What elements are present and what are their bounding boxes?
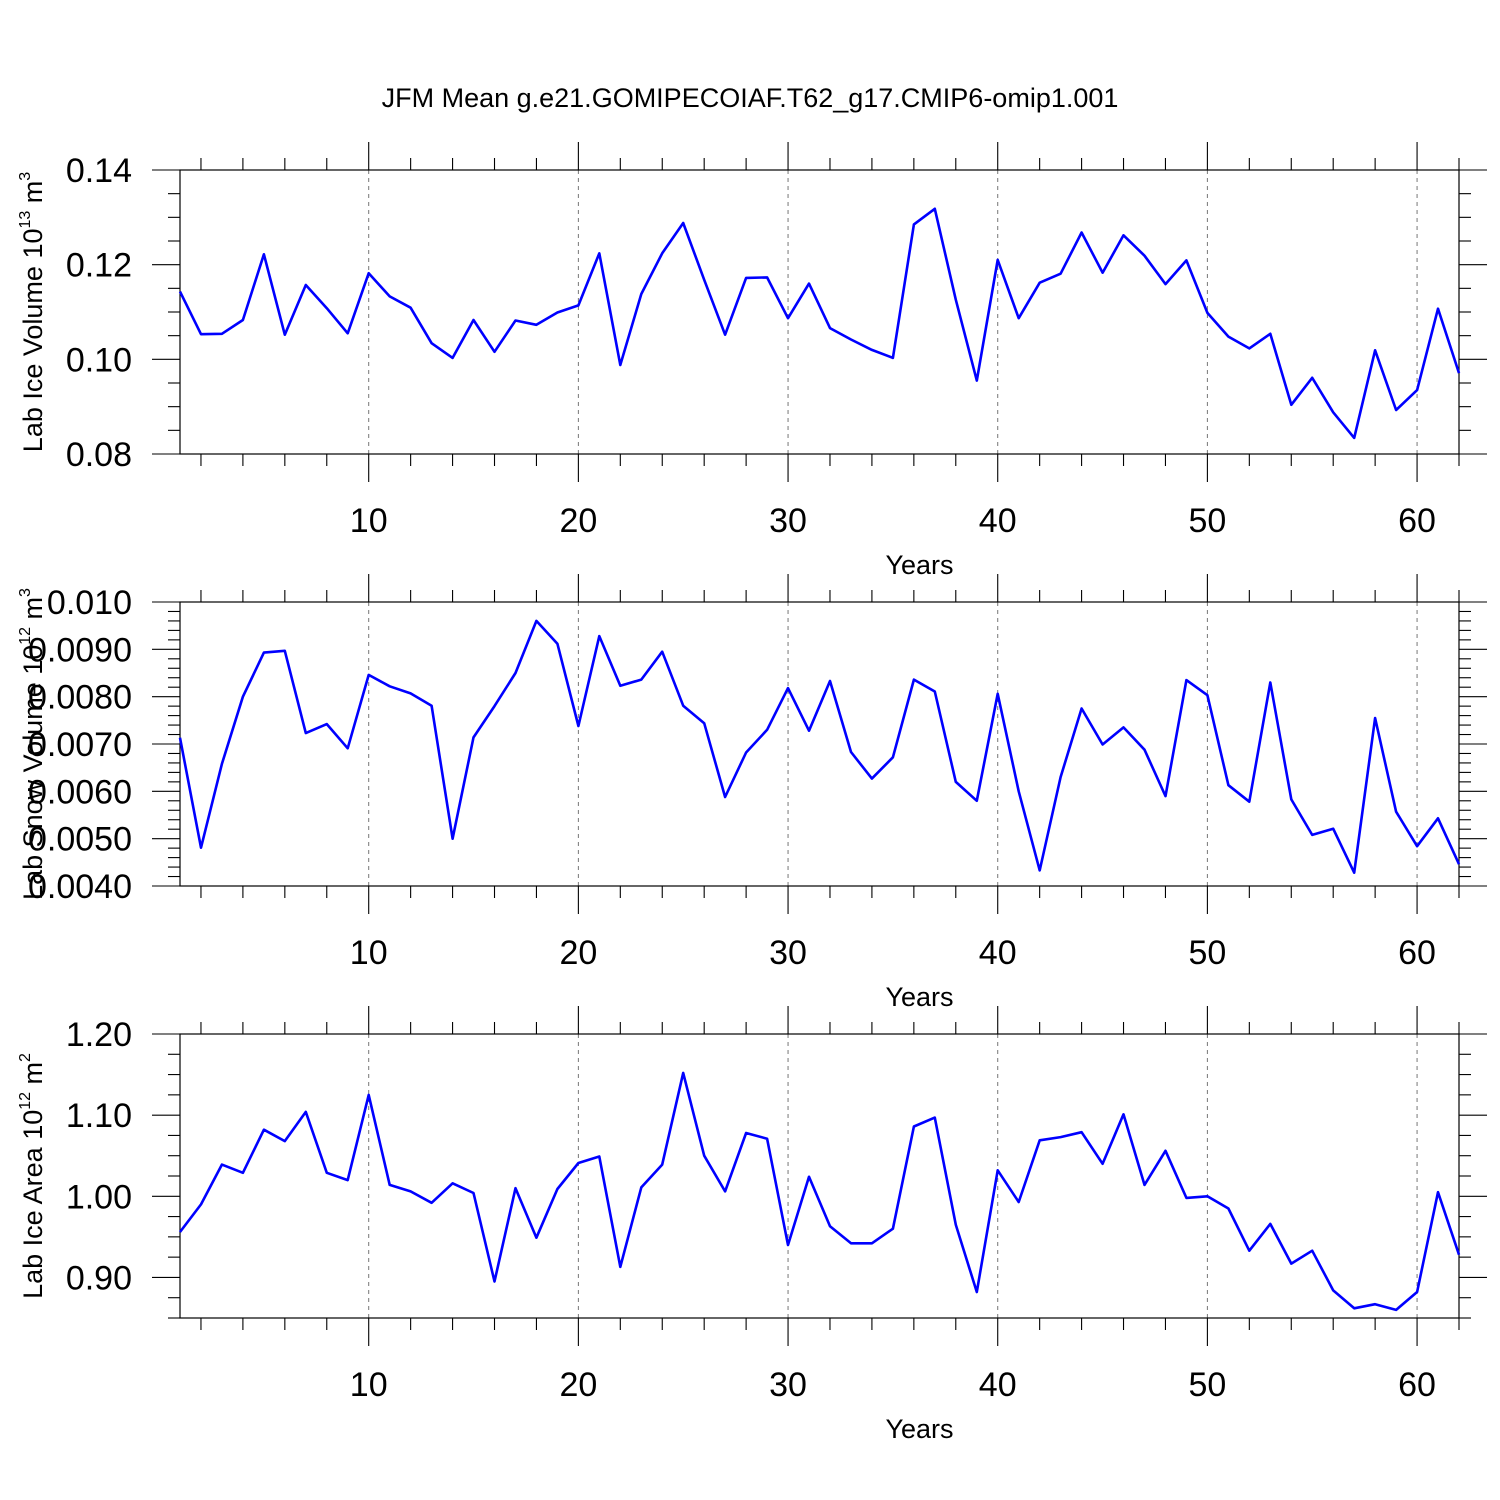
y-tick-label: 1.20 <box>66 1016 132 1054</box>
y-axis-title-text: Lab Snow Volume 10 <box>18 645 48 900</box>
y-axis-title-unit-exponent: 3 <box>17 588 34 597</box>
panel-2: 10 20 30 40 50 60 0.0040 0.0050 0.0060 0.0070 0.00… <box>17 574 1487 1012</box>
y-axis-title-text: Lab Ice Volume 10 <box>18 229 48 453</box>
y-tick-label: 0.12 <box>66 247 132 285</box>
x-tick-label: 10 <box>350 1366 388 1404</box>
x-tick-label: 50 <box>1188 1366 1226 1404</box>
x-tick-label: 30 <box>769 502 807 540</box>
y-axis-title-unit: m <box>18 181 48 211</box>
y-axis-title-text: Lab Ice Area 10 <box>18 1110 48 1299</box>
y-axis-title-exponent: 12 <box>17 627 34 645</box>
y-tick-label: 0.010 <box>47 584 132 622</box>
y-axis-title-unit-exponent: 3 <box>17 172 34 181</box>
y-axis-title-exponent: 12 <box>17 1092 34 1110</box>
series-line <box>178 207 1461 440</box>
panel-1: 10 20 30 40 50 60 0.08 0.10 0.12 0.14 Years Lab Ice… <box>17 142 1487 580</box>
y-axis-title-unit: m <box>18 1062 48 1092</box>
x-tick-label: 20 <box>559 502 597 540</box>
y-tick-label: 0.14 <box>66 152 132 190</box>
x-tick-label: 20 <box>559 934 597 972</box>
y-axis-title-unit-exponent: 2 <box>17 1053 34 1062</box>
y-tick-label: 0.0040 <box>28 868 132 906</box>
x-tick-label: 30 <box>769 934 807 972</box>
chart-title: JFM Mean g.e21.GOMIPECOIAF.T62_g17.CMIP6… <box>382 83 1119 113</box>
x-tick-label: 20 <box>559 1366 597 1404</box>
y-axis-title: Lab Ice Volume 1013 m3 <box>17 172 48 452</box>
y-tick-label: 1.10 <box>66 1097 132 1135</box>
y-tick-label: 0.0090 <box>28 631 132 669</box>
x-tick-label: 60 <box>1398 934 1436 972</box>
panel-3: 10 20 30 40 50 60 0.90 1.00 1.10 1.20 Years Lab Ice… <box>17 1006 1487 1444</box>
series-line <box>178 619 1461 875</box>
y-tick-label: 0.90 <box>66 1259 132 1297</box>
x-tick-label: 40 <box>979 1366 1017 1404</box>
x-tick-label: 30 <box>769 1366 807 1404</box>
y-tick-label: 0.0050 <box>28 821 132 859</box>
y-axis-title: Lab Snow Volume 1012 m3 <box>17 588 48 900</box>
plot-frame <box>179 1033 1460 1319</box>
y-tick-label: 0.0070 <box>28 726 132 764</box>
y-tick-label: 0.08 <box>66 436 132 474</box>
plot-frame <box>179 601 1460 887</box>
plot-frame <box>179 169 1460 455</box>
panels: 10 20 30 40 50 60 0.08 0.10 0.12 0.14 Years Lab Ice… <box>17 142 1487 1444</box>
x-axis-title: Years <box>885 982 953 1012</box>
x-tick-label: 60 <box>1398 502 1436 540</box>
y-tick-label: 0.0060 <box>28 773 132 811</box>
y-axis-title-exponent: 13 <box>17 211 34 229</box>
x-axis-title: Years <box>885 1414 953 1444</box>
y-tick-label: 1.00 <box>66 1178 132 1216</box>
x-tick-label: 10 <box>350 934 388 972</box>
y-tick-label: 0.0080 <box>28 679 132 717</box>
x-tick-label: 50 <box>1188 934 1226 972</box>
y-axis-title-unit: m <box>18 597 48 627</box>
x-tick-label: 10 <box>350 502 388 540</box>
x-tick-label: 50 <box>1188 502 1226 540</box>
y-tick-label: 0.10 <box>66 341 132 379</box>
y-axis-title: Lab Ice Area 1012 m2 <box>17 1053 48 1299</box>
x-axis-title: Years <box>885 550 953 580</box>
x-tick-label: 60 <box>1398 1366 1436 1404</box>
x-tick-label: 40 <box>979 934 1017 972</box>
x-tick-label: 40 <box>979 502 1017 540</box>
series-line <box>178 1071 1461 1312</box>
